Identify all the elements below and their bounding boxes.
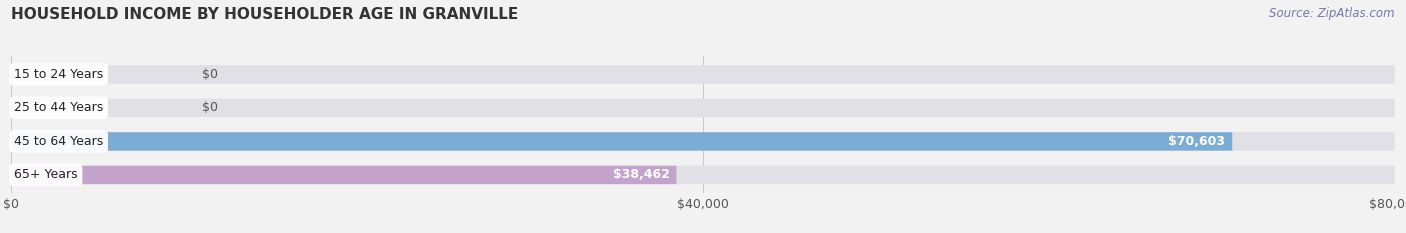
FancyBboxPatch shape: [11, 166, 1395, 184]
FancyBboxPatch shape: [11, 65, 1395, 84]
Text: $0: $0: [202, 68, 218, 81]
FancyBboxPatch shape: [11, 132, 1395, 151]
Text: 15 to 24 Years: 15 to 24 Years: [14, 68, 103, 81]
Text: 25 to 44 Years: 25 to 44 Years: [14, 101, 103, 114]
Text: $70,603: $70,603: [1168, 135, 1225, 148]
FancyBboxPatch shape: [11, 166, 676, 184]
Text: $38,462: $38,462: [613, 168, 669, 182]
Text: $0: $0: [202, 101, 218, 114]
FancyBboxPatch shape: [11, 132, 1232, 151]
Text: 45 to 64 Years: 45 to 64 Years: [14, 135, 103, 148]
Text: Source: ZipAtlas.com: Source: ZipAtlas.com: [1270, 7, 1395, 20]
Text: HOUSEHOLD INCOME BY HOUSEHOLDER AGE IN GRANVILLE: HOUSEHOLD INCOME BY HOUSEHOLDER AGE IN G…: [11, 7, 519, 22]
Text: 65+ Years: 65+ Years: [14, 168, 77, 182]
FancyBboxPatch shape: [11, 99, 1395, 117]
